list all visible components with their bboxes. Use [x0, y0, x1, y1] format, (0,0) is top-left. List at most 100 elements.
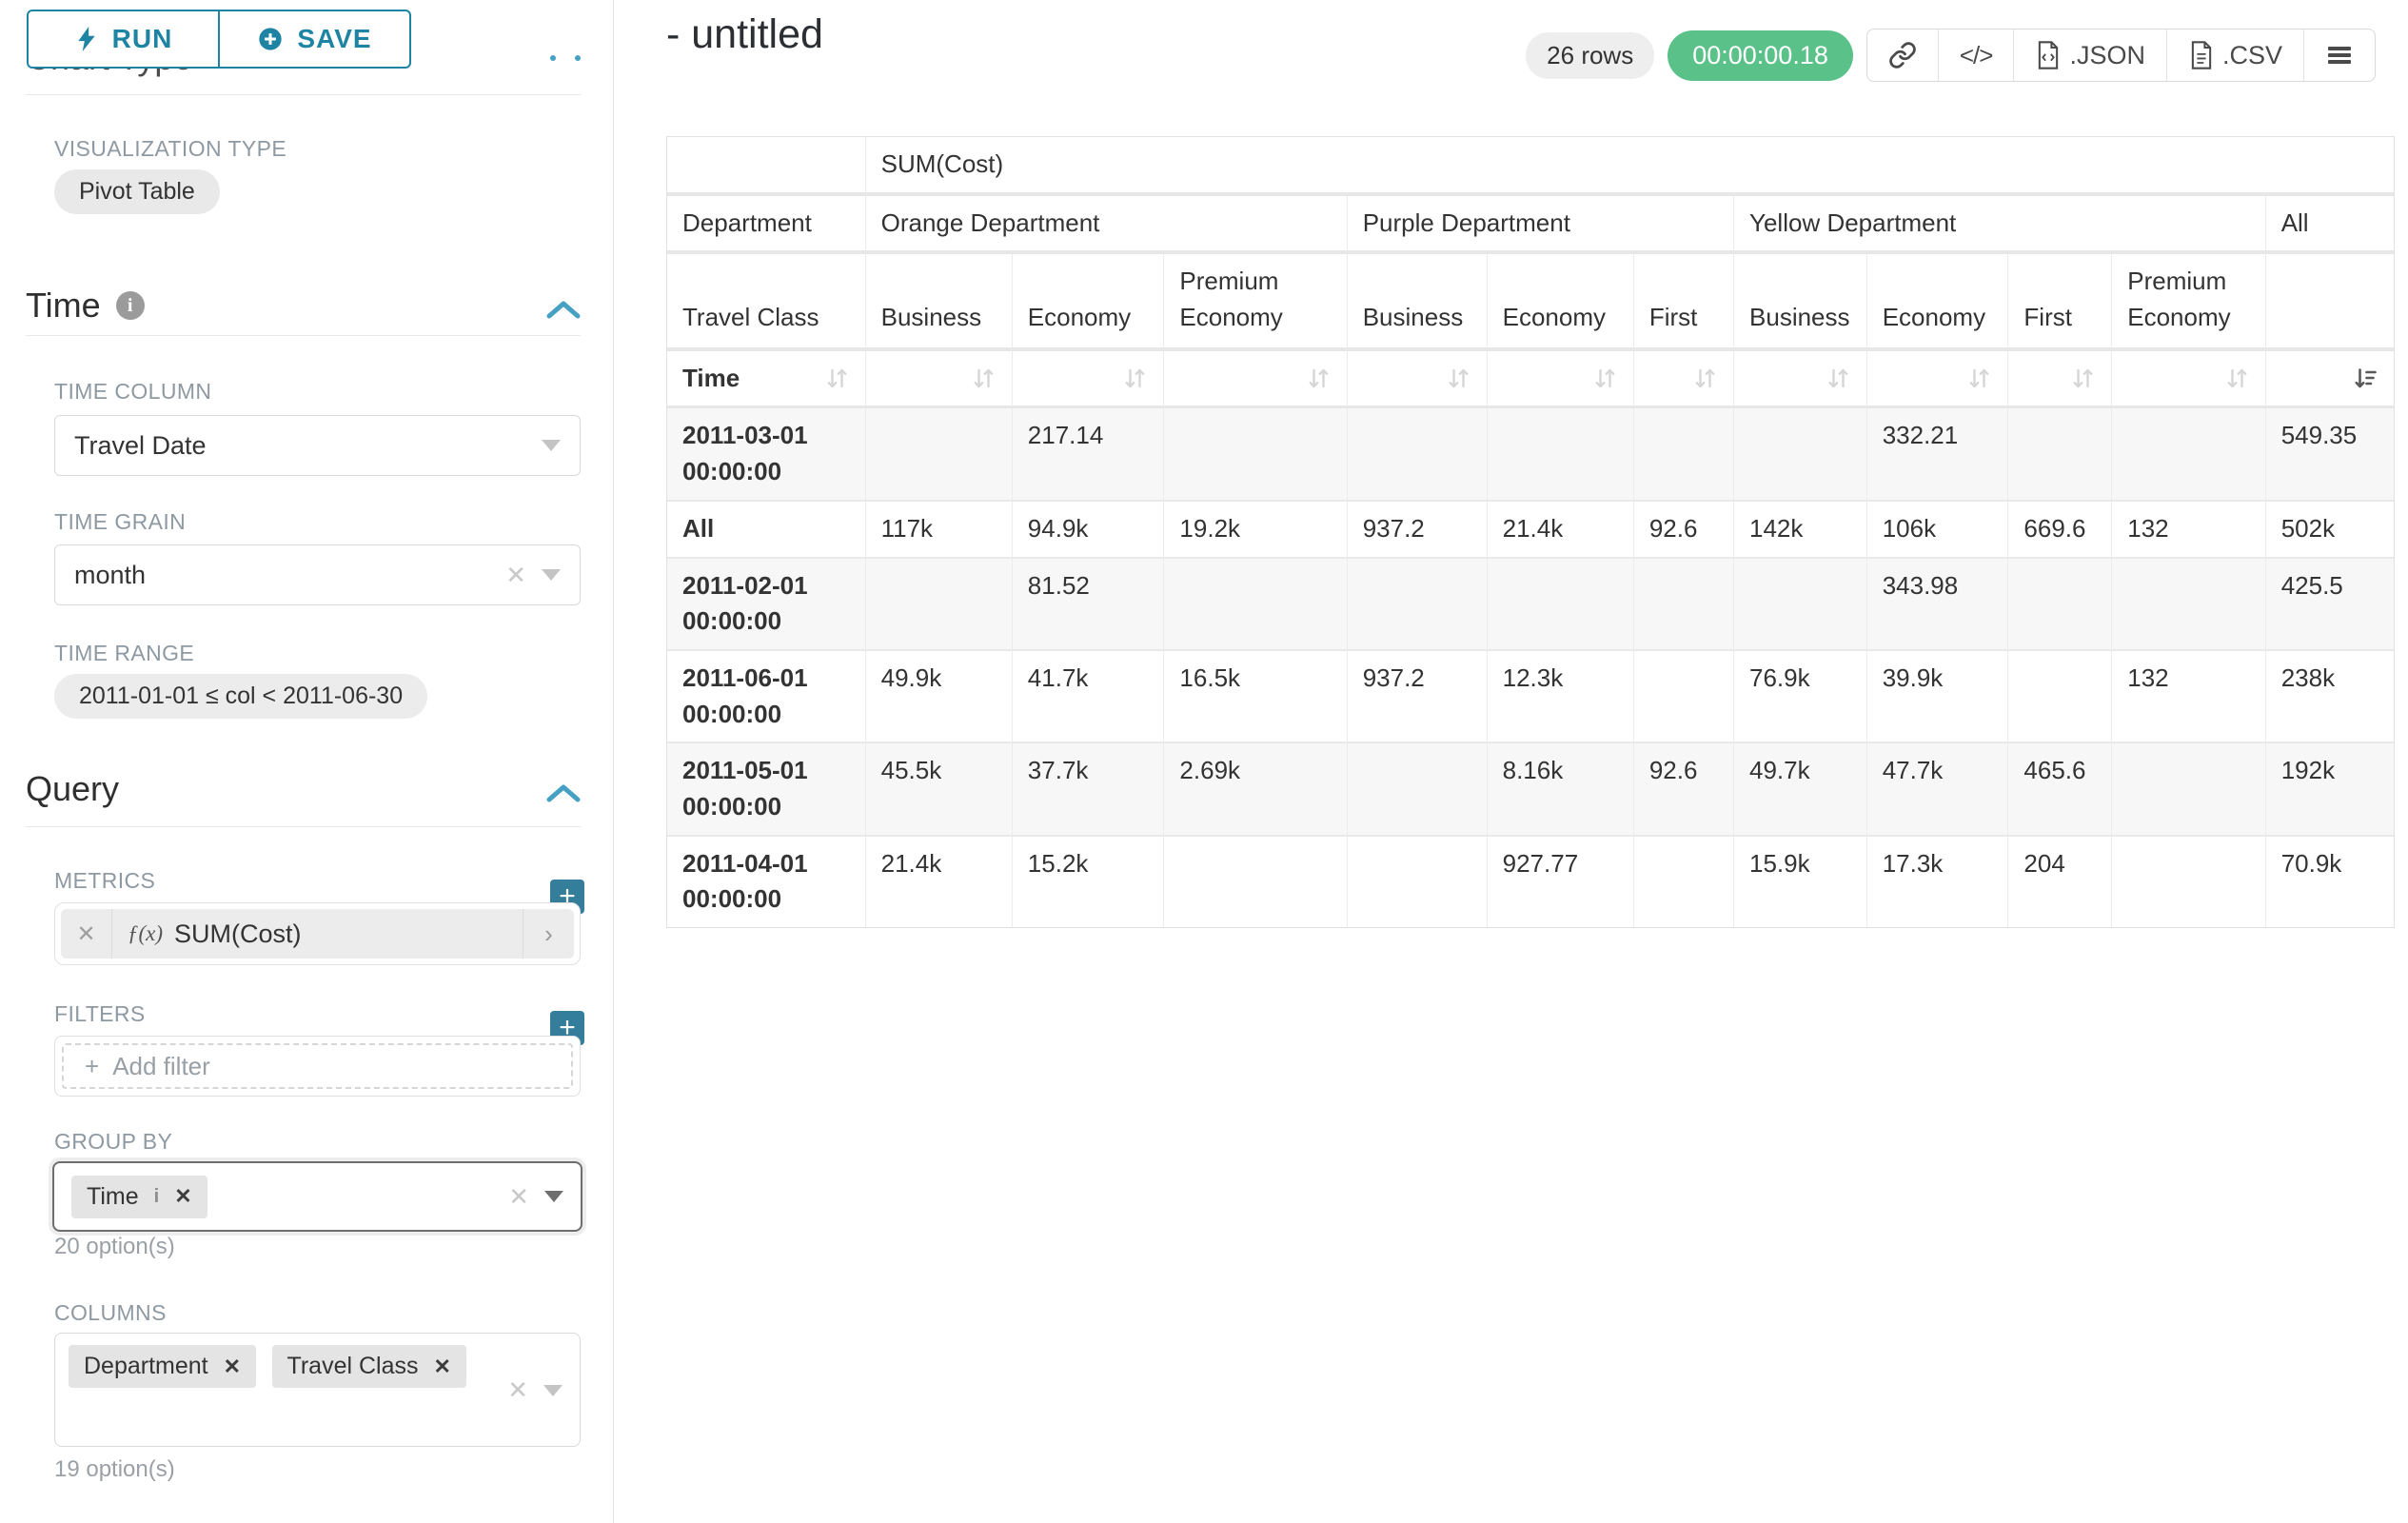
pivot-value-cell: 19.2k	[1164, 502, 1347, 559]
pivot-value-cell: 12.3k	[1488, 651, 1634, 743]
plus-circle-icon	[257, 26, 284, 52]
pivot-value-cell	[1164, 559, 1347, 651]
sort-icon[interactable]	[1446, 366, 1471, 391]
add-filter-button[interactable]: + Add filter	[62, 1043, 573, 1089]
export-json-button[interactable]: .JSON	[2013, 30, 2166, 81]
remove-chip-icon[interactable]: ✕	[174, 1184, 191, 1209]
pivot-value-cell: 41.7k	[1013, 651, 1165, 743]
sort-icon[interactable]	[1826, 366, 1851, 391]
time-grain-select[interactable]: month ✕	[54, 544, 581, 605]
pivot-value-cell	[1634, 837, 1734, 927]
pivot-row-header: All	[667, 502, 866, 559]
divider	[26, 94, 581, 95]
pivot-axis-label-department: Department	[667, 196, 866, 255]
time-range-label: TIME RANGE	[54, 641, 194, 666]
function-icon: ƒ(x)	[128, 921, 163, 946]
visualization-type-value[interactable]: Pivot Table	[54, 169, 220, 214]
pivot-sort-cell	[1734, 351, 1867, 409]
time-range-value[interactable]: 2011-01-01 ≤ col < 2011-06-30	[54, 674, 427, 719]
pivot-value-cell	[2008, 651, 2112, 743]
remove-chip-icon[interactable]: ✕	[224, 1355, 241, 1379]
sort-icon[interactable]	[824, 366, 850, 391]
info-icon[interactable]: i	[116, 291, 145, 320]
pivot-value-cell	[2008, 559, 2112, 651]
sort-icon[interactable]	[2070, 366, 2096, 391]
columns-select[interactable]: Department ✕ Travel Class ✕ ✕	[54, 1333, 581, 1447]
clear-icon[interactable]: ✕	[508, 1182, 529, 1212]
sort-icon[interactable]	[1592, 366, 1618, 391]
pivot-value-cell	[2112, 559, 2265, 651]
columns-chip[interactable]: Travel Class ✕	[272, 1345, 466, 1388]
pivot-value-cell: 669.6	[2008, 502, 2112, 559]
sort-icon[interactable]	[1122, 366, 1148, 391]
chevron-down-icon	[544, 1191, 563, 1202]
filters-label: FILTERS	[54, 1001, 146, 1027]
pivot-value-cell: 465.6	[2008, 743, 2112, 836]
pivot-value-cell: 45.5k	[866, 743, 1013, 836]
pivot-column-group-header: Yellow Department	[1734, 196, 2266, 255]
metric-name: SUM(Cost)	[174, 920, 302, 949]
run-save-button-group: RUN SAVE	[27, 10, 411, 69]
metric-item[interactable]: ✕ ƒ(x) SUM(Cost) ›	[61, 909, 574, 959]
pivot-value-cell: 15.2k	[1013, 837, 1165, 927]
menu-button[interactable]	[2303, 30, 2375, 81]
pivot-axis-label-travel-class: Travel Class	[667, 254, 866, 350]
columns-options-hint: 19 option(s)	[54, 1456, 175, 1483]
clear-icon[interactable]: ✕	[505, 561, 526, 590]
run-button[interactable]: RUN	[29, 11, 218, 67]
sort-icon[interactable]	[971, 366, 997, 391]
pivot-row-header: 2011-03-01 00:00:00	[667, 408, 866, 501]
chevron-down-icon	[542, 440, 561, 451]
info-icon: i	[154, 1186, 160, 1208]
pivot-column-header: First	[2008, 254, 2112, 350]
group-by-select[interactable]: Time i ✕ ✕	[52, 1161, 582, 1232]
remove-chip-icon[interactable]: ✕	[434, 1355, 451, 1379]
collapsed-chevron-dot	[575, 55, 581, 61]
pivot-column-header: Business	[1348, 254, 1488, 350]
embed-code-button[interactable]: </>	[1938, 30, 2014, 81]
sort-descending-active-icon[interactable]	[2353, 366, 2378, 391]
collapse-chevron-icon[interactable]	[545, 299, 582, 320]
export-button-group: </> .JSON .CSV	[1866, 29, 2376, 82]
export-csv-button[interactable]: .CSV	[2166, 30, 2303, 81]
group-by-chip[interactable]: Time i ✕	[71, 1176, 207, 1218]
pivot-value-cell	[1734, 559, 1867, 651]
query-section-heading: Query	[26, 769, 119, 809]
pivot-sort-cell	[2266, 351, 2394, 409]
collapsed-chevron-dot	[550, 55, 556, 61]
pivot-column-header: Business	[1734, 254, 1867, 350]
collapse-chevron-icon[interactable]	[545, 782, 582, 803]
time-column-select[interactable]: Travel Date	[54, 415, 581, 476]
query-timer-badge: 00:00:00.18	[1668, 30, 1853, 81]
sort-icon[interactable]	[1966, 366, 1992, 391]
pivot-value-cell	[2112, 408, 2265, 501]
chart-title[interactable]: - untitled	[666, 11, 823, 58]
pivot-value-cell: 21.4k	[1488, 502, 1634, 559]
pivot-value-cell: 8.16k	[1488, 743, 1634, 836]
sort-icon[interactable]	[1692, 366, 1718, 391]
columns-chip[interactable]: Department ✕	[69, 1345, 256, 1388]
pivot-value-cell: 81.52	[1013, 559, 1165, 651]
pivot-row-header: 2011-02-01 00:00:00	[667, 559, 866, 651]
link-icon	[1888, 41, 1917, 69]
copy-link-button[interactable]	[1867, 30, 1938, 81]
save-button[interactable]: SAVE	[218, 11, 409, 67]
lightning-icon	[74, 25, 99, 53]
pivot-column-group-header: Orange Department	[866, 196, 1348, 255]
pivot-value-cell	[866, 408, 1013, 501]
pivot-column-header: Premium Economy	[2112, 254, 2265, 350]
pivot-sort-cell	[866, 351, 1013, 409]
clear-icon[interactable]: ✕	[507, 1375, 528, 1405]
pivot-sort-cell	[2008, 351, 2112, 409]
pivot-value-cell	[1734, 408, 1867, 501]
pivot-column-header: First	[1634, 254, 1734, 350]
pivot-value-cell	[1634, 559, 1734, 651]
divider	[26, 335, 581, 336]
sort-icon[interactable]	[2224, 366, 2250, 391]
pivot-value-cell: 937.2	[1348, 502, 1488, 559]
remove-metric-icon[interactable]: ✕	[61, 909, 112, 959]
sort-icon[interactable]	[1306, 366, 1332, 391]
pivot-time-sort-header: Time	[667, 351, 866, 409]
expand-metric-icon[interactable]: ›	[523, 909, 574, 959]
pivot-sort-cell	[2112, 351, 2265, 409]
